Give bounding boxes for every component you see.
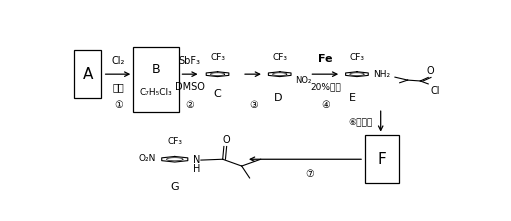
Text: ④: ④ xyxy=(321,100,330,110)
Text: CF₃: CF₃ xyxy=(272,53,287,62)
Text: ⑥向水杨: ⑥向水杨 xyxy=(348,118,372,127)
Text: 光照: 光照 xyxy=(112,82,124,92)
Text: ⑦: ⑦ xyxy=(305,169,314,179)
Text: H: H xyxy=(193,164,200,174)
Text: O: O xyxy=(426,66,434,76)
Text: 20%盐酸: 20%盐酸 xyxy=(310,82,341,91)
Text: NH₂: NH₂ xyxy=(373,70,390,79)
Text: B: B xyxy=(152,63,160,76)
Text: E: E xyxy=(349,93,356,103)
Text: C₇H₅Cl₃: C₇H₅Cl₃ xyxy=(140,88,172,97)
Text: CF₃: CF₃ xyxy=(210,53,225,62)
Text: G: G xyxy=(171,182,179,192)
Text: F: F xyxy=(377,152,386,167)
FancyBboxPatch shape xyxy=(74,50,102,98)
Text: ③: ③ xyxy=(249,100,258,110)
Text: ②: ② xyxy=(185,100,194,110)
Text: N: N xyxy=(193,155,200,165)
Text: O₂N: O₂N xyxy=(138,154,156,163)
Text: DMSO: DMSO xyxy=(175,82,205,92)
Text: Cl: Cl xyxy=(430,86,439,96)
FancyBboxPatch shape xyxy=(365,135,399,183)
Text: A: A xyxy=(82,67,93,82)
Text: SbF₃: SbF₃ xyxy=(179,55,201,66)
Text: C: C xyxy=(214,88,221,99)
FancyBboxPatch shape xyxy=(133,47,179,112)
Text: Fe: Fe xyxy=(318,54,333,64)
Text: CF₃: CF₃ xyxy=(350,53,364,62)
Text: O: O xyxy=(222,135,229,145)
Text: NO₂: NO₂ xyxy=(295,76,311,85)
Text: Cl₂: Cl₂ xyxy=(112,55,125,66)
Text: CF₃: CF₃ xyxy=(167,137,182,146)
Text: ①: ① xyxy=(114,100,123,110)
Text: D: D xyxy=(273,93,282,103)
